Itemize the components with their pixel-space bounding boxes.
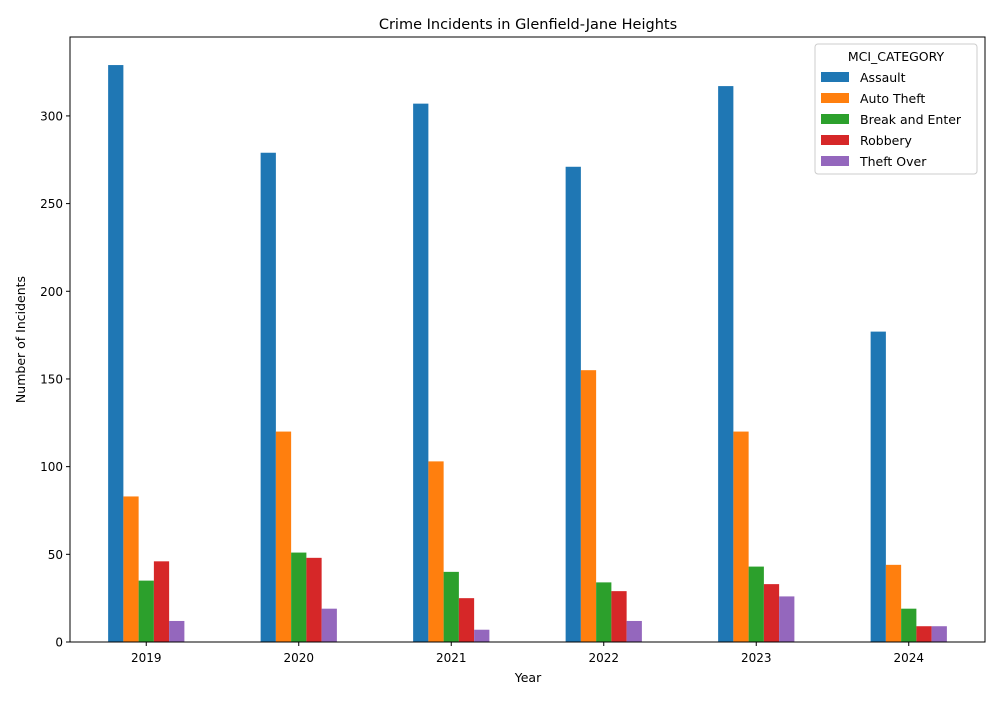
bar [611, 591, 627, 642]
bar [916, 626, 932, 642]
y-tick-label: 0 [55, 636, 63, 650]
y-tick-label: 200 [40, 285, 63, 299]
bar [474, 629, 490, 642]
bar [291, 552, 307, 642]
x-tick-label: 2019 [131, 651, 162, 665]
x-axis-label: Year [514, 670, 542, 685]
legend-item: Assault [821, 70, 906, 85]
legend-swatch [821, 114, 849, 124]
legend-items: Assault Auto Theft Break and Enter Robbery T… [821, 70, 962, 169]
bar [931, 626, 947, 642]
legend-item: Robbery [821, 133, 912, 148]
y-tick-label: 50 [48, 548, 63, 562]
bar [275, 431, 292, 642]
bar [733, 431, 749, 642]
legend-item: Auto Theft [821, 91, 925, 106]
legend-swatch [821, 72, 849, 82]
plot-frame [69, 36, 986, 643]
bar [870, 331, 886, 642]
legend-label: Break and Enter [860, 112, 962, 127]
bar [580, 370, 597, 642]
bar [626, 620, 642, 642]
bar [443, 571, 459, 642]
x-tick-label: 2024 [893, 651, 924, 665]
legend: MCI_CATEGORY Assault Auto Theft Break and … [814, 43, 978, 175]
bar [108, 65, 124, 642]
series-theft-over [169, 596, 947, 642]
bar [458, 598, 475, 642]
bar [885, 564, 902, 642]
legend-label: Auto Theft [860, 91, 925, 106]
y-tick-label: 100 [40, 460, 63, 474]
bar [779, 596, 795, 642]
legend-label: Robbery [860, 133, 912, 148]
bar [153, 561, 170, 642]
x-tick-label: 2022 [588, 651, 619, 665]
x-tick-label: 2023 [741, 651, 772, 665]
series-assault [108, 65, 886, 643]
legend-item: Break and Enter [821, 112, 962, 127]
legend-swatch [821, 135, 849, 145]
bar [169, 620, 185, 642]
bar [138, 580, 154, 642]
bar [306, 557, 322, 642]
legend-item: Theft Over [821, 154, 927, 169]
chart-title: Crime Incidents in Glenfield-Jane Height… [379, 17, 677, 33]
legend-box [814, 43, 978, 175]
bar [565, 166, 581, 642]
series-robbery [153, 557, 932, 642]
bar [260, 152, 276, 643]
bar [321, 608, 337, 642]
x-axis: 2019 2020 2021 2022 2023 2024 [131, 642, 924, 665]
bar [596, 582, 612, 642]
y-tick-label: 250 [40, 197, 63, 211]
y-axis: 0 50 100 150 200 250 300 [40, 109, 70, 650]
legend-title: MCI_CATEGORY [848, 49, 945, 64]
x-tick-label: 2020 [283, 651, 314, 665]
bar [748, 566, 764, 642]
legend-label: Theft Over [859, 154, 927, 169]
bar [763, 584, 780, 642]
legend-label: Assault [860, 70, 906, 85]
y-axis-label: Number of Incidents [13, 276, 28, 403]
legend-swatch [821, 156, 849, 166]
bar [428, 461, 444, 642]
bar [123, 496, 139, 642]
series-break-and-enter [138, 552, 917, 642]
legend-swatch [821, 93, 849, 103]
y-tick-label: 150 [40, 372, 63, 386]
series-auto-theft [123, 370, 902, 642]
bar [901, 608, 917, 642]
bars-layer [108, 65, 947, 643]
y-tick-label: 300 [40, 109, 63, 123]
bar [413, 103, 429, 642]
bar [718, 86, 734, 643]
x-tick-label: 2021 [436, 651, 467, 665]
